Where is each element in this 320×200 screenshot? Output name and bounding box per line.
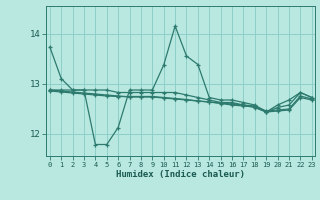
X-axis label: Humidex (Indice chaleur): Humidex (Indice chaleur) xyxy=(116,170,245,179)
